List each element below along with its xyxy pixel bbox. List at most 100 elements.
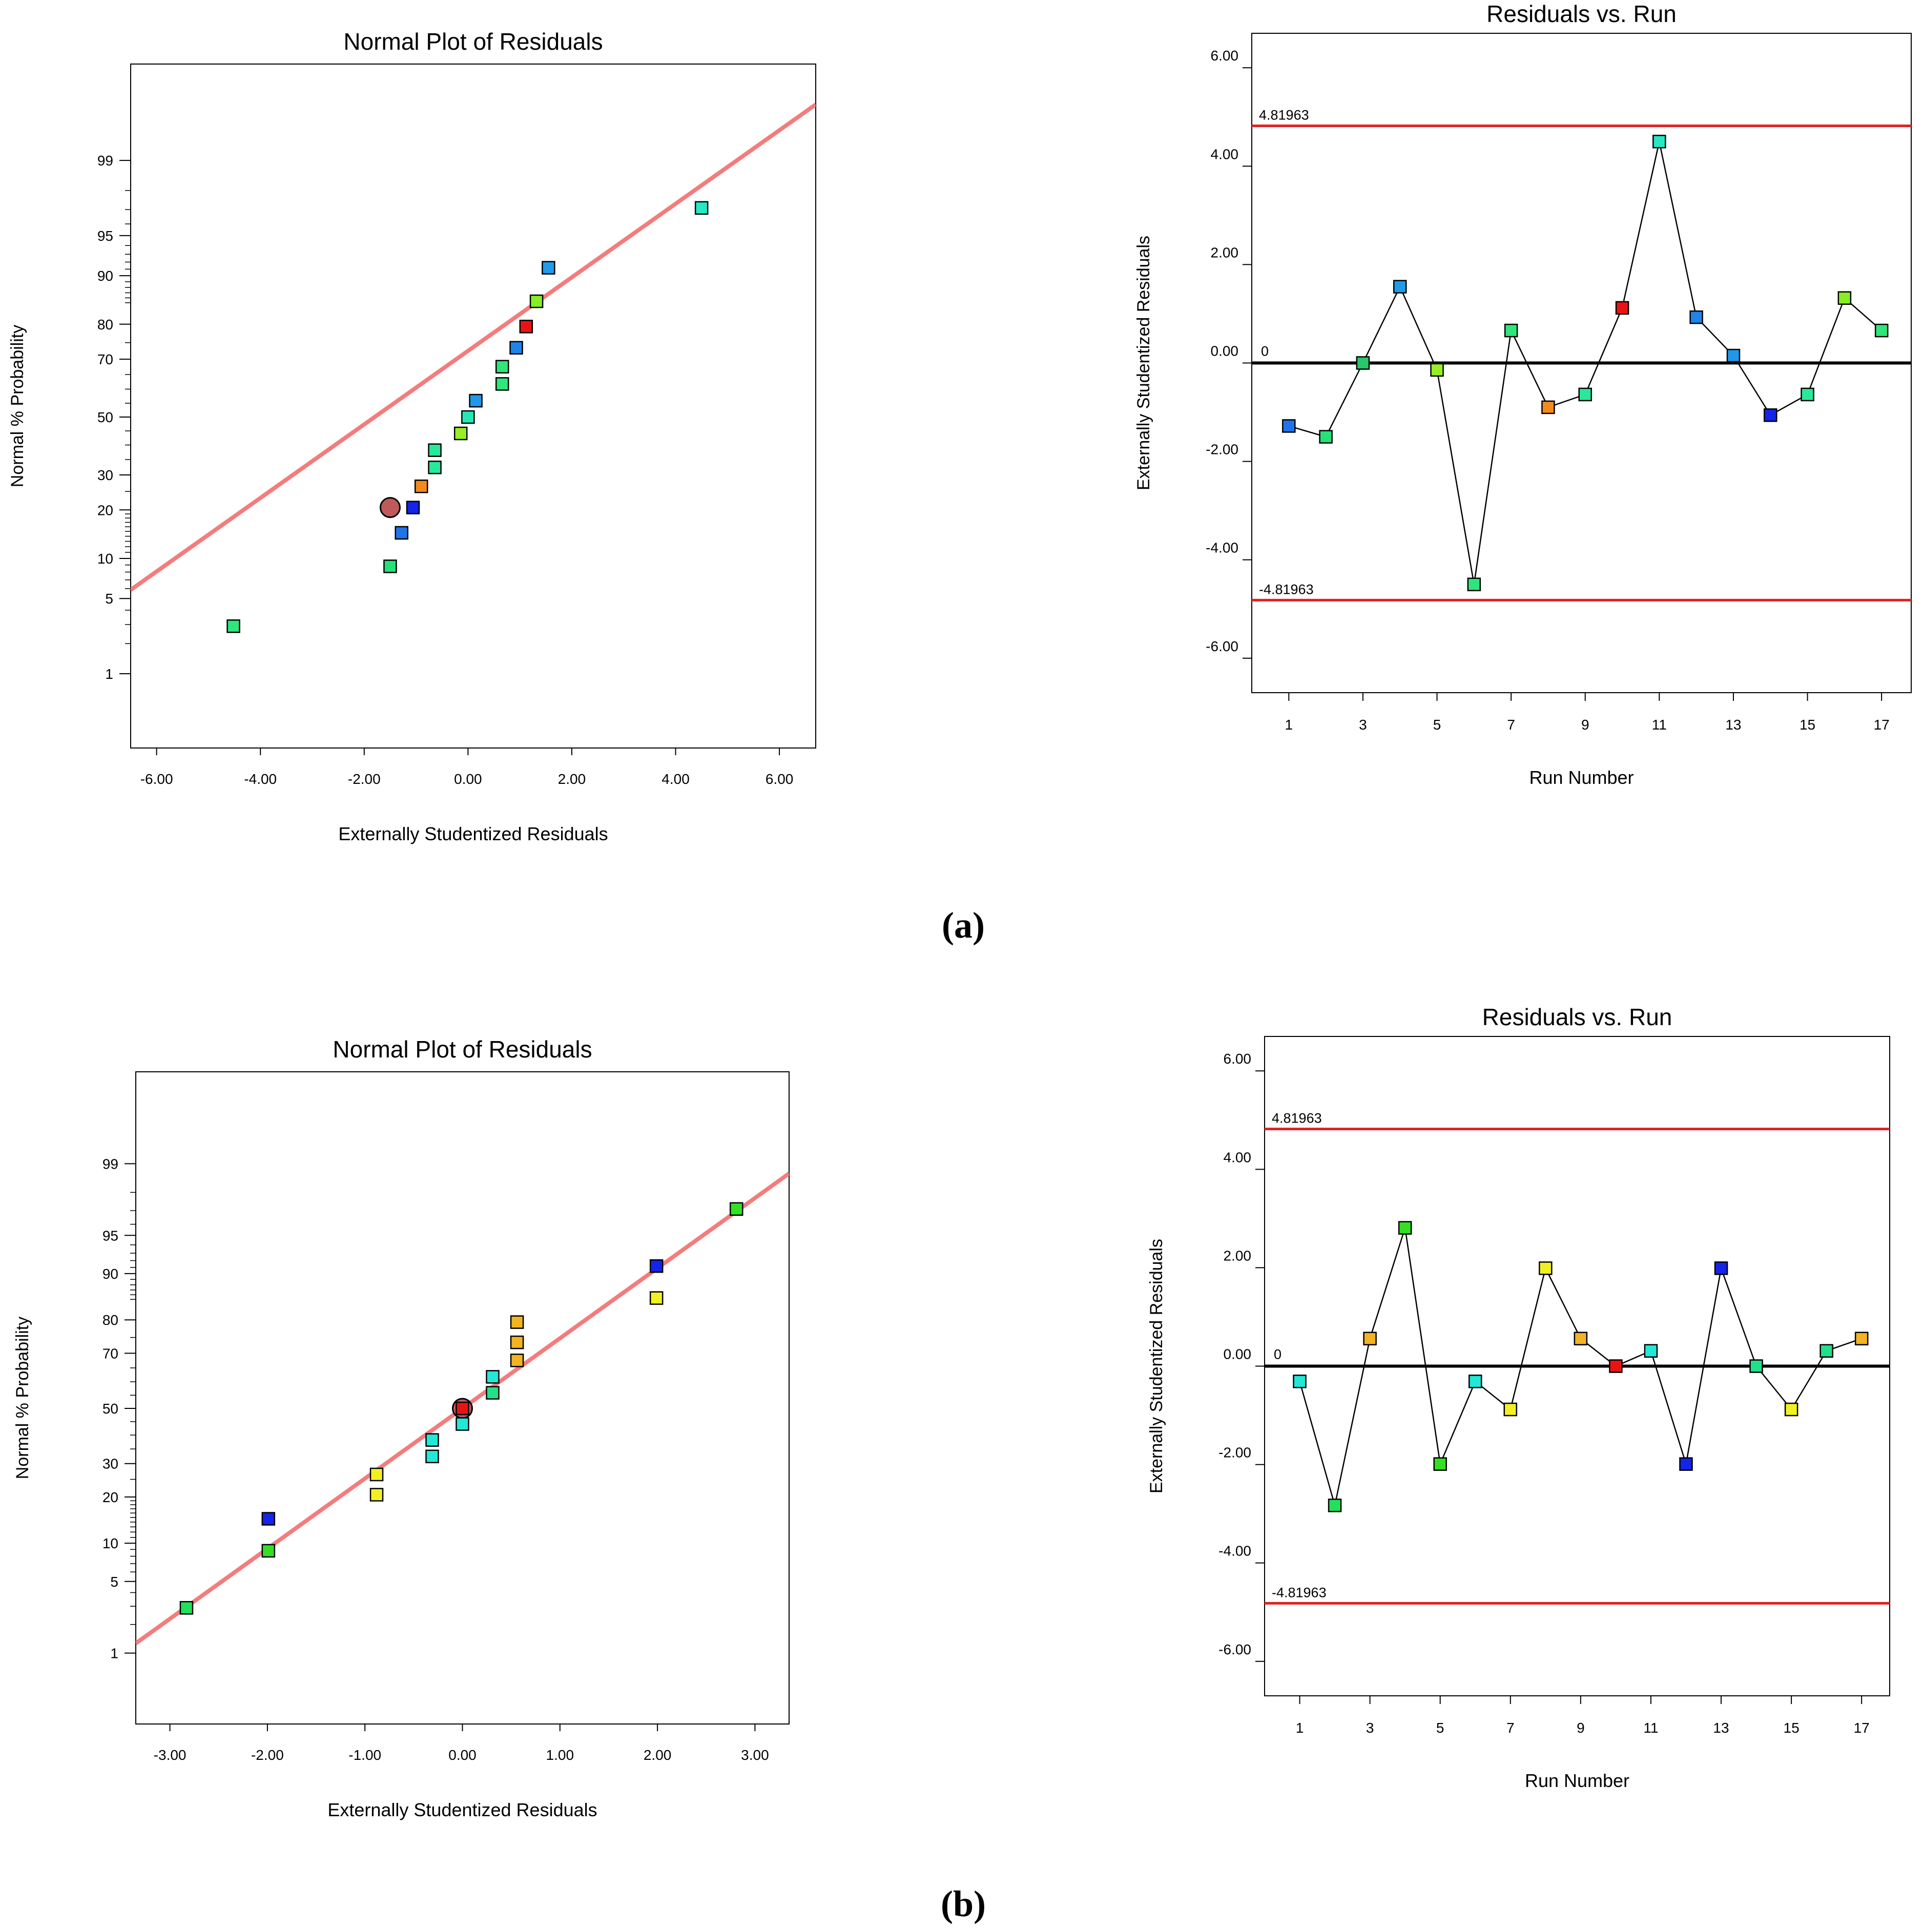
a-run-x-tick-label: 13 — [1725, 717, 1741, 733]
a-normal-data-point — [461, 410, 475, 424]
b-run-lower-limit-label: -4.81963 — [1272, 1585, 1327, 1600]
a-normal-data-point — [519, 320, 533, 334]
a-run-data-point — [1541, 400, 1555, 414]
a-run-data-point — [1319, 430, 1333, 444]
a-run-y-tick-label: -6.00 — [1206, 638, 1238, 654]
a-normal-x-tick-label: -4.00 — [244, 771, 277, 787]
a-run-data-point — [1282, 419, 1296, 433]
b-normal-data-point — [510, 1315, 524, 1329]
a-run-y-tick-label: 6.00 — [1211, 48, 1239, 64]
a-normal-x-tick-label: -2.00 — [348, 771, 381, 787]
b-normal-x-tick-label: -3.00 — [154, 1747, 187, 1763]
b-run-title: Residuals vs. Run — [1482, 1004, 1672, 1030]
a-normal-data-point — [383, 559, 397, 573]
panel-label-b: (b) — [941, 1883, 986, 1924]
a-normal-y-tick-label: 10 — [97, 551, 113, 567]
a-normal-plot-frame — [130, 64, 816, 749]
a-run-data-point — [1837, 291, 1852, 305]
a-run-y-tick-label: -4.00 — [1206, 540, 1238, 556]
a-run-data-point — [1801, 387, 1814, 402]
b-normal-data-point — [425, 1449, 439, 1464]
b-normal-y-tick-label: 20 — [102, 1489, 118, 1505]
a-normal-chart: Normal Plot of Residuals -6.00 -4.00 -2.00 0… — [8, 28, 816, 844]
a-run-data-point — [1726, 348, 1741, 363]
b-run-x-tick-label: 5 — [1436, 1720, 1444, 1736]
a-normal-data-point — [428, 461, 442, 474]
b-normal-data-point — [369, 1488, 384, 1502]
a-normal-data-point — [428, 443, 442, 457]
a-run-y-tick-label: -2.00 — [1206, 442, 1238, 458]
b-run-data-point — [1539, 1261, 1553, 1275]
b-run-data-point — [1854, 1332, 1869, 1345]
b-normal-data-point — [261, 1544, 276, 1558]
a-normal-data-point — [495, 377, 509, 391]
b-run-x-axis-label: Run Number — [1525, 1770, 1629, 1791]
a-normal-data-point — [469, 393, 483, 408]
a-normal-y-tick-label: 70 — [97, 351, 113, 367]
b-run-data-point — [1468, 1375, 1482, 1388]
a-run-x-tick-label: 7 — [1507, 717, 1515, 733]
b-run-x-tick-label: 9 — [1577, 1720, 1585, 1736]
b-run-data-point — [1749, 1359, 1763, 1373]
b-run-data-point — [1503, 1402, 1518, 1417]
a-run-data-point — [1689, 310, 1703, 324]
a-run-title: Residuals vs. Run — [1486, 1, 1677, 27]
b-run-chart: Residuals vs. Run -6.00 -4.00 -2.00 0.00 2.00… — [1147, 1004, 1890, 1791]
a-normal-x-axis-label: Externally Studentized Residuals — [338, 823, 608, 844]
b-normal-title: Normal Plot of Residuals — [333, 1036, 592, 1063]
a-run-y-tick-label: 0.00 — [1211, 343, 1239, 359]
b-normal-y-tick-label: 1 — [110, 1646, 118, 1661]
a-normal-highlight-point — [379, 497, 401, 518]
a-normal-y-axis-label: Normal % Probability — [8, 325, 27, 487]
b-normal-y-axis-label: Normal % Probability — [13, 1317, 32, 1479]
a-run-data-point — [1393, 280, 1407, 294]
b-run-y-tick-label: -6.00 — [1218, 1642, 1251, 1657]
a-run-y-tick-label: 2.00 — [1211, 244, 1239, 260]
b-run-data-point — [1398, 1221, 1412, 1235]
b-run-x-tick-label: 1 — [1296, 1720, 1304, 1736]
b-normal-data-point — [510, 1335, 524, 1349]
a-run-zero-label: 0 — [1261, 344, 1269, 359]
b-run-data-point — [1609, 1359, 1623, 1373]
a-run-data-point — [1356, 356, 1370, 370]
b-run-x-tick-label: 15 — [1784, 1720, 1800, 1736]
b-normal-data-point — [456, 1417, 469, 1431]
a-run-x-tick-label: 15 — [1800, 717, 1815, 733]
a-run-x-tick-label: 1 — [1285, 717, 1293, 733]
a-run-y-axis-label: Externally Studentized Residuals — [1134, 236, 1153, 490]
a-normal-data-point — [414, 480, 428, 493]
a-normal-x-tick-label: 0.00 — [454, 771, 482, 787]
a-run-x-tick-label: 11 — [1652, 717, 1667, 733]
a-run-x-tick-label: 9 — [1581, 717, 1589, 733]
a-normal-y-tick-label: 95 — [97, 228, 113, 244]
b-run-y-tick-label: 6.00 — [1224, 1051, 1252, 1067]
a-normal-data-point — [395, 526, 408, 540]
a-run-data-point — [1874, 323, 1889, 338]
a-run-data-point — [1504, 323, 1518, 338]
panel-label-a: (a) — [942, 905, 985, 946]
b-normal-y-tick-label: 10 — [102, 1535, 118, 1551]
a-normal-y-tick-label: 99 — [97, 153, 113, 169]
a-run-x-tick-label: 5 — [1433, 717, 1441, 733]
b-normal-y-tick-label: 5 — [110, 1574, 118, 1590]
b-normal-x-axis-label: Externally Studentized Residuals — [327, 1799, 597, 1820]
b-normal-chart: Normal Plot of Residuals -3.00 -2.00 -1.00 0… — [13, 1036, 790, 1820]
b-normal-y-tick-label: 90 — [102, 1266, 118, 1282]
a-run-upper-limit-label: 4.81963 — [1259, 108, 1309, 123]
a-normal-x-tick-label: 4.00 — [661, 771, 690, 787]
b-normal-x-tick-label: 2.00 — [644, 1747, 672, 1763]
b-normal-x-tick-label: -1.00 — [348, 1747, 381, 1763]
b-normal-data-point — [456, 1401, 469, 1416]
b-normal-data-point — [649, 1291, 664, 1305]
b-normal-data-point — [486, 1386, 500, 1400]
b-normal-data-point — [649, 1259, 664, 1273]
b-run-zero-label: 0 — [1274, 1347, 1281, 1362]
a-normal-y-tick-label: 5 — [105, 591, 113, 607]
b-run-y-axis-label: Externally Studentized Residuals — [1147, 1239, 1166, 1493]
b-normal-data-point — [486, 1370, 500, 1384]
b-normal-x-tick-label: 1.00 — [546, 1747, 574, 1763]
b-run-x-tick-label: 3 — [1366, 1720, 1374, 1736]
a-normal-title: Normal Plot of Residuals — [343, 28, 603, 55]
a-normal-data-point — [495, 360, 509, 373]
